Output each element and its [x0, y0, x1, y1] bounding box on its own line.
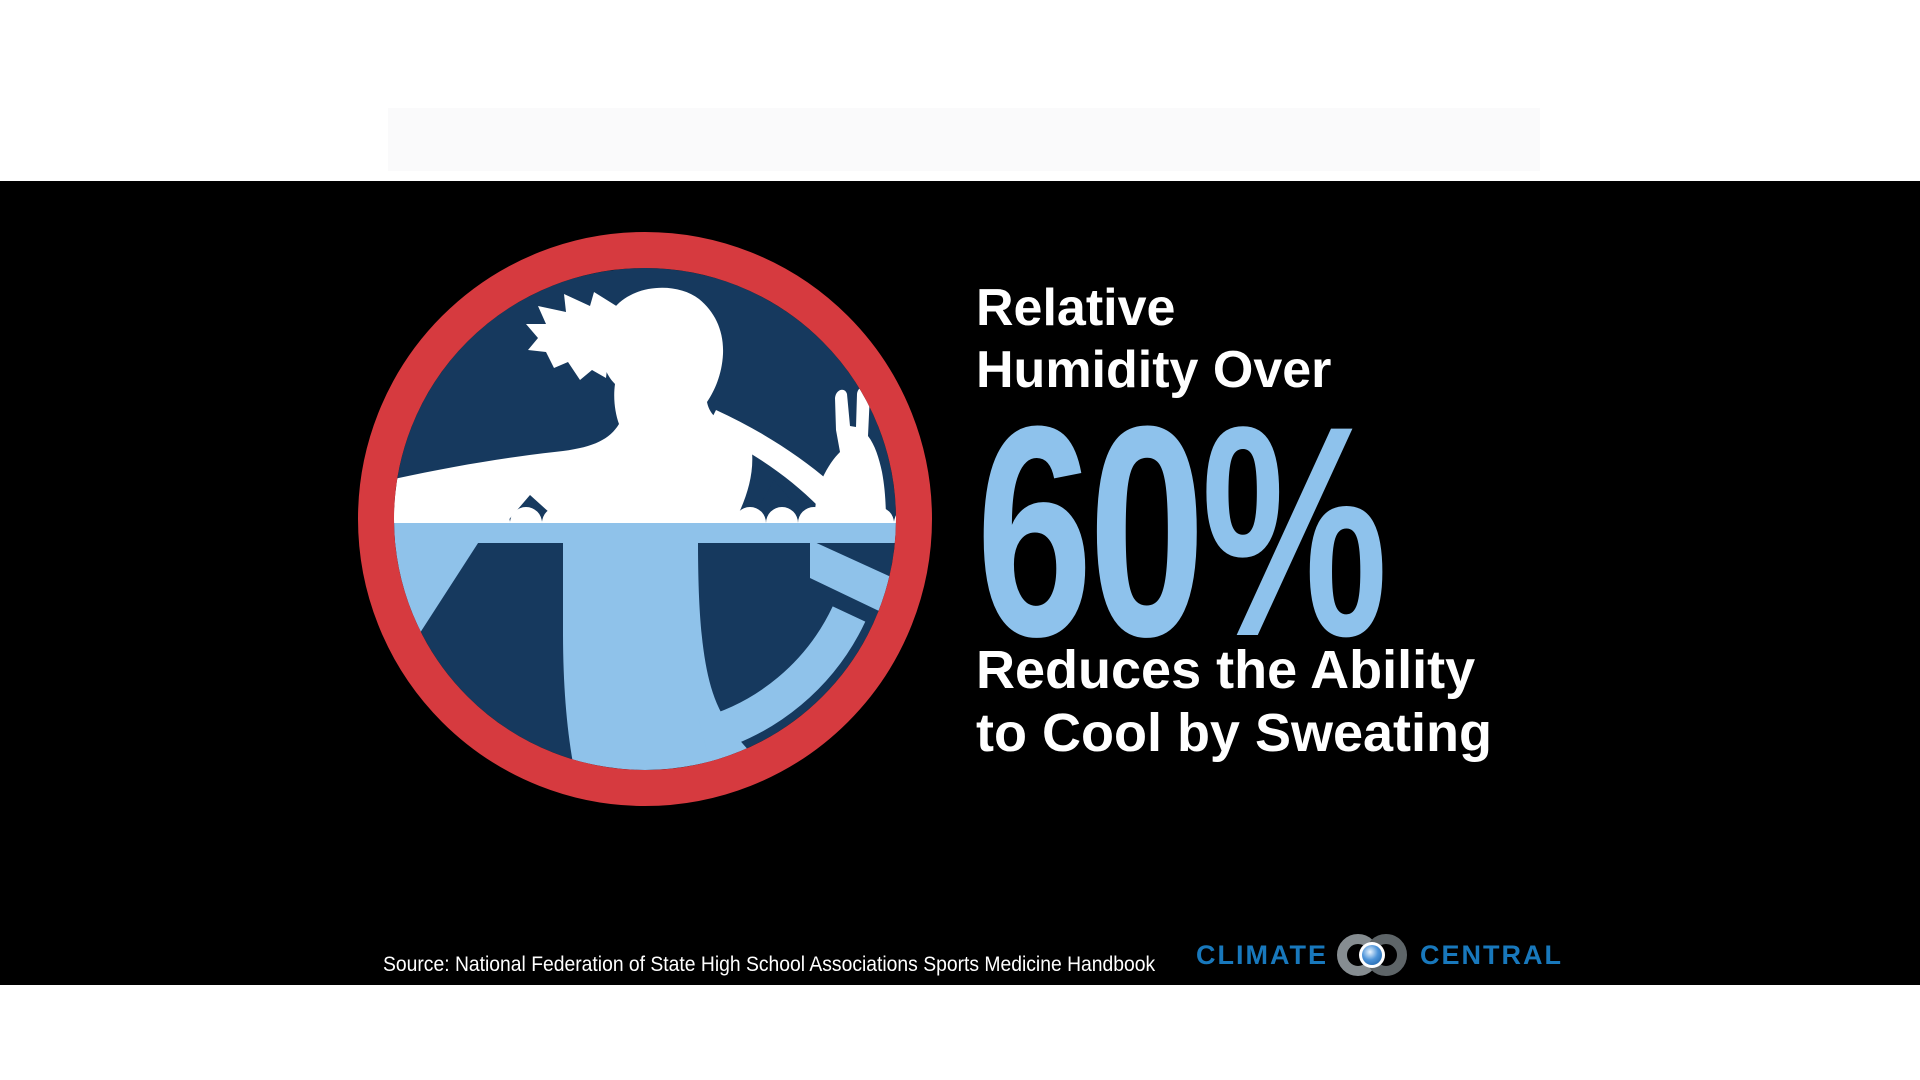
headline-top: Relative Humidity Over: [976, 277, 1331, 401]
submerged-right-band: [810, 540, 896, 622]
headline-line-3: Reduces the Ability: [976, 640, 1476, 700]
submerged-torso: [563, 540, 790, 770]
underarm-shadow-wedge: [750, 480, 810, 523]
logo-word-climate: CLIMATE: [1196, 939, 1328, 970]
runner-raised-hand: [814, 387, 886, 523]
runner-body-silhouette: [394, 287, 753, 523]
waterline-scallops: [394, 507, 896, 523]
black-banner: Relative Humidity Over 60% Reduces the A…: [0, 181, 1920, 985]
rim-water-crescent: [698, 606, 866, 754]
stat-value: 60%: [976, 363, 1388, 699]
source-attribution: Source: National Federation of State Hig…: [383, 953, 1156, 976]
headline-bottom: Reduces the Ability to Cool by Sweating: [976, 639, 1492, 765]
interlocking-rings-icon: [1336, 934, 1407, 976]
headline-line-2: Humidity Over: [976, 341, 1332, 399]
runner-in-water-icon: [358, 232, 932, 806]
water-surface-strip: [394, 521, 896, 543]
headline-line-4: to Cool by Sweating: [976, 703, 1493, 763]
badge-red-ring: [358, 232, 932, 806]
runner-shoulder-arm: [706, 410, 842, 506]
climate-central-logo: CLIMATE CENTRAL: [1196, 929, 1563, 981]
subtle-top-strip: [388, 108, 1540, 171]
headline-line-1: Relative: [976, 279, 1176, 337]
runner-badge: [358, 232, 932, 806]
runner-ponytail: [526, 292, 620, 380]
logo-word-central: CENTRAL: [1419, 939, 1563, 970]
